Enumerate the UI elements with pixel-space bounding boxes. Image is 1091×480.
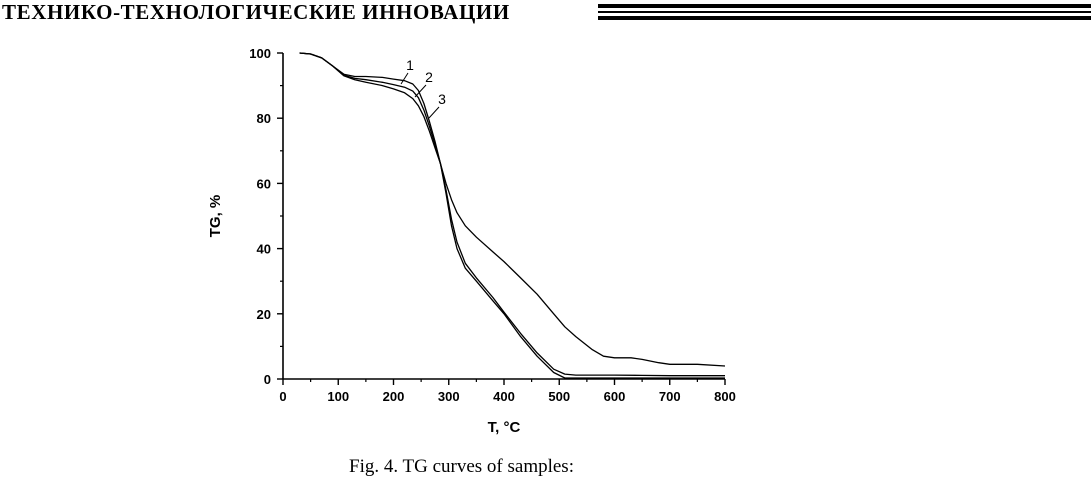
x-tick-label: 700 xyxy=(659,389,681,404)
x-tick-label: 600 xyxy=(604,389,626,404)
x-tick-label: 200 xyxy=(383,389,405,404)
series-line-1 xyxy=(299,52,725,379)
x-tick-label: 500 xyxy=(548,389,570,404)
curve-label-leader xyxy=(414,84,427,98)
y-tick-label: 60 xyxy=(257,176,271,191)
curve-label-leader xyxy=(400,72,409,85)
y-tick-label: 100 xyxy=(249,46,271,61)
x-axis-title: T, °C xyxy=(488,419,521,436)
series-line-3 xyxy=(299,52,726,367)
x-tick-label: 400 xyxy=(493,389,515,404)
plot-area: 0 100 200 300 400 500 600 700 800 0 20 40 60 80 100 T, … xyxy=(207,46,736,436)
y-axis-title: TG, % xyxy=(207,195,224,238)
x-tick-label: 0 xyxy=(279,389,286,404)
x-tick-label: 300 xyxy=(438,389,460,404)
figure-caption: Fig. 4. TG curves of samples: xyxy=(349,456,574,477)
y-tick-label: 20 xyxy=(257,307,271,322)
x-tick-label: 800 xyxy=(714,389,736,404)
curve-label-3: 3 xyxy=(438,91,446,107)
y-tick-label: 40 xyxy=(257,242,271,257)
y-tick-label: 0 xyxy=(264,372,271,387)
curve-label-1: 1 xyxy=(406,57,414,73)
header-rule-lines xyxy=(598,4,1091,20)
series-line-2 xyxy=(299,52,725,377)
curve-label-2: 2 xyxy=(425,69,433,85)
curve-label-leader xyxy=(428,106,440,119)
journal-section-title: ТЕХНИКО-ТЕХНОЛОГИЧЕСКИЕ ИННОВАЦИИ xyxy=(2,0,510,24)
y-tick-label: 80 xyxy=(257,111,271,126)
x-tick-label: 100 xyxy=(327,389,349,404)
